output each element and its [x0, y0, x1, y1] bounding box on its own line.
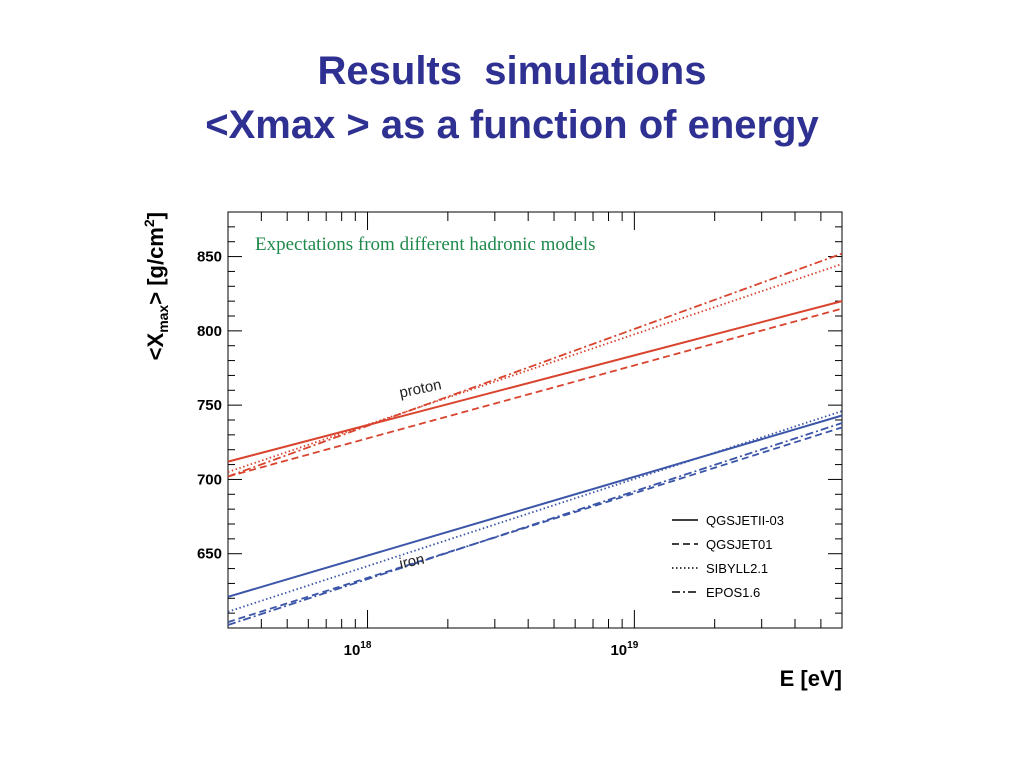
x-tick-label-exponent: 18	[360, 640, 372, 651]
curve-labels: proton iron	[398, 376, 443, 572]
curve-label-iron: iron	[398, 551, 426, 573]
curve-label-proton: proton	[398, 376, 443, 401]
x-tick-label-base: 10	[344, 642, 361, 659]
slide-title: Results simulations <Xmax > as a functio…	[0, 44, 1024, 152]
proton-series-qgsjetii-03	[227, 300, 843, 463]
legend: QGSJETII-03 QGSJET01 SIBYLL2.1 EPOS1.6	[672, 513, 784, 600]
y-axis-title-mid: > [g/cm	[143, 227, 168, 305]
y-tick-label: 650	[197, 546, 222, 563]
legend-label: QGSJET01	[706, 537, 772, 552]
x-tick-label: 1019	[610, 640, 638, 659]
y-tick-label: 750	[197, 397, 222, 414]
x-tick-label-base: 10	[610, 642, 627, 659]
legend-label: EPOS1.6	[706, 585, 760, 600]
x-axis-title: E [eV]	[780, 666, 842, 691]
x-tick-label-exponent: 19	[627, 640, 639, 651]
x-tick-label: 1018	[344, 640, 372, 659]
y-axis-title-main: <X	[143, 332, 168, 360]
y-tick-label: 800	[197, 323, 222, 340]
y-tick-label: 700	[197, 471, 222, 488]
y-axis-title-sup: 2	[141, 219, 157, 227]
y-axis-title-end: ]	[143, 212, 168, 219]
iron-series-qgsjetii-03	[227, 414, 843, 598]
proton-series-sibyll2-1	[227, 263, 843, 473]
legend-label: SIBYLL2.1	[706, 561, 768, 576]
slide-title-line-1: Results simulations	[317, 49, 707, 93]
y-axis-title: <Xmax> [g/cm2]	[141, 212, 171, 360]
proton-series-epos1-6	[227, 252, 843, 478]
proton-series-qgsjet01	[227, 307, 843, 478]
y-tick-label: 850	[197, 249, 222, 266]
slide-title-line-2: <Xmax > as a function of energy	[205, 103, 819, 147]
chart-annotation: Expectations from different hadronic mod…	[255, 234, 596, 255]
y-axis-title-sub: max	[155, 305, 171, 333]
iron-series-epos1-6	[227, 422, 843, 626]
series-layer	[227, 252, 843, 626]
legend-label: QGSJETII-03	[706, 513, 784, 528]
